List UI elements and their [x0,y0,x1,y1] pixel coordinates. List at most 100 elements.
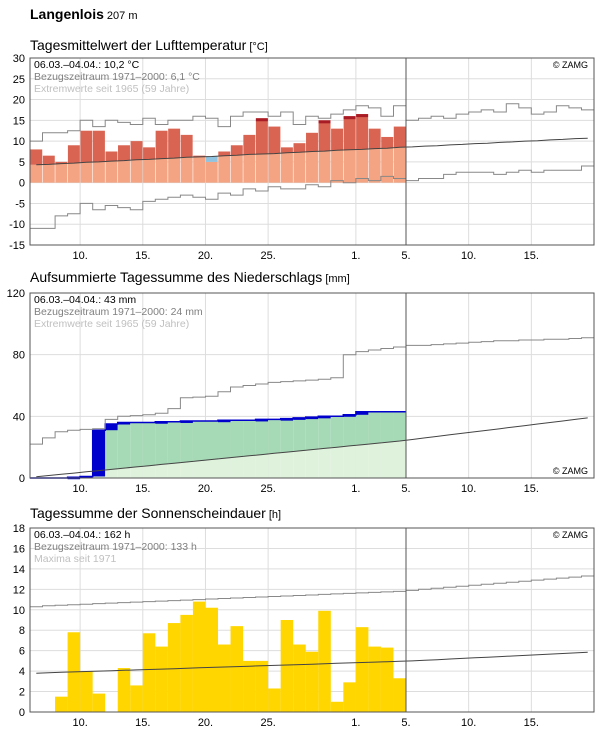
temperature-normal-bar [168,158,181,183]
sunshine-title-text: Tagessumme der Sonnenscheindauer [30,505,266,521]
temperature-cold-bar [205,156,218,162]
temperature-extreme-cap [343,116,356,120]
temperature-normal-bar [381,148,394,183]
x-tick-label: 20. [198,717,213,729]
precip-normal-area [117,468,131,478]
temperature-anomaly-bar [155,130,168,159]
x-tick-label: 20. [198,483,213,495]
station-elevation: 207 m [106,10,138,22]
precip-above-area [105,424,118,470]
temperature-extreme-cap [255,118,268,122]
extreme-min-line [30,165,594,229]
x-tick-label: 15. [524,483,539,495]
temperature-chart: -15 -10 -5 0 5 10 15 20 25 30 10. 15. 20. 25. 1. 5. 10. 1… [9,53,595,262]
temperature-anomaly-bar [381,136,394,149]
precip-daily-bar [255,419,269,422]
temperature-anomaly-bar [80,130,93,163]
precip-above-area [293,417,306,451]
credit-label: © ZAMG [553,530,588,540]
precip-above-area [155,421,168,465]
temperature-anomaly-bar [306,132,318,152]
plot-frame [29,57,595,246]
sunshine-chart: 0 2 4 6 8 10 12 14 16 18 10. 15. 20. 25. 1. 5. 10. 15. 06.… [13,523,595,729]
sunshine-bar [343,682,356,712]
precip-daily-bar [343,414,356,417]
y-tick-label: 5 [19,157,25,169]
plot-frame [29,527,595,713]
sunshine-unit: [h] [268,509,282,521]
temperature-normal-bar [343,149,356,183]
temperature-anomaly-bar [368,128,381,149]
sunshine-bar [318,610,331,712]
x-tick-label: 10. [461,483,476,495]
temperature-normal-bar [331,150,344,183]
precip-normal-area [155,464,168,478]
period-summary: 06.03.–04.04.: 10,2 °C [34,59,140,71]
normal-line [36,651,588,674]
precip-normal-area [268,453,281,478]
sunshine-bar [355,627,369,712]
precip-above-area [142,422,156,466]
temperature-normal-bar [205,161,218,183]
precip-above-area [330,416,344,448]
x-tick-label: 25. [260,483,275,495]
temperature-unit: [°C] [249,41,268,53]
temperature-normal-bar [306,151,318,183]
precip-above-area [192,420,206,461]
normal-line [36,417,588,478]
precip-above-area [230,420,244,458]
x-tick-label: 10. [72,717,87,729]
precip-normal-area [142,465,156,478]
precip-above-area [255,419,269,455]
precip-normal-area [255,454,269,478]
x-tick-label: 25. [260,250,275,262]
precip-normal-area [368,443,381,478]
temperature-anomaly-bar [92,130,105,162]
precipitation-title-text: Aufsummierte Tagessumme des Niederschlag… [30,269,323,285]
x-tick-label: 15. [135,250,150,262]
precip-above-area [167,421,181,464]
x-tick-label: 1. [351,483,360,495]
precip-above-area [355,411,369,445]
period-summary: 06.03.–04.04.: 162 h [34,529,130,541]
station-header: Langenlois 207 m [30,6,137,24]
temperature-normal-bar [55,163,68,183]
temperature-normal-bar [268,153,281,183]
precipitation-chart: 0 40 80 120 10. 15. 20. 25. 1. 5. 10. 15. 06.03.–04.… [7,288,595,495]
y-tick-label: 80 [13,350,25,362]
temperature-normal-bar [293,152,306,183]
sunshine-bar [80,671,93,712]
x-tick-label: 5. [401,483,410,495]
temperature-anomaly-bar [230,145,243,156]
precip-daily-bar [293,417,306,420]
reference-summary: Bezugszeitraum 1971–2000: 133 h [34,541,197,553]
precip-normal-area [192,460,206,478]
precip-normal-area [218,458,231,478]
temperature-normal-bar [180,157,193,183]
precip-above-area [268,419,281,454]
y-tick-label: -5 [15,198,25,210]
sunshine-chart-title: Tagessumme der Sonnenscheindauer [h] [30,505,281,521]
temperature-normal-bar [42,164,55,183]
extreme-max-line [30,103,594,142]
sunshine-bar [92,693,106,712]
temperature-normal-bar [255,153,268,183]
x-tick-label: 15. [135,717,150,729]
temperature-normal-bar [155,158,168,183]
precip-normal-area [355,444,369,478]
temperature-anomaly-bar [67,145,80,164]
temperature-normal-bar [230,155,243,183]
precip-normal-area [167,463,181,478]
y-tick-label: -15 [9,240,25,252]
precip-daily-bar [318,416,331,419]
precipitation-unit: [mm] [325,273,350,285]
temperature-extreme-cap [318,120,331,124]
temperature-normal-bar [92,161,105,183]
temperature-normal-bar [80,162,93,183]
period-summary: 06.03.–04.04.: 43 mm [34,294,136,306]
precip-daily-bar [355,411,369,415]
temperature-anomaly-bar [255,118,268,154]
x-tick-label: 15. [135,483,150,495]
temperature-normal-bar [130,159,143,183]
x-tick-label: 5. [401,717,410,729]
